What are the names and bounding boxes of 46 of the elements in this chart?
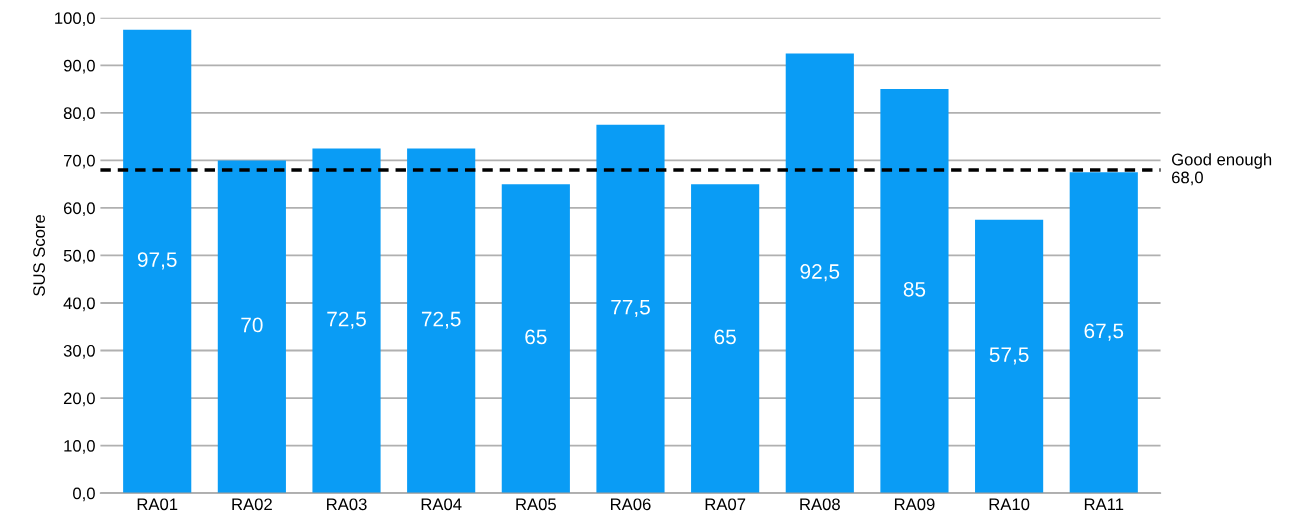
x-tick-label: RA03 [327, 498, 367, 511]
x-tick-label: RA06 [611, 498, 651, 511]
data-label: 92,5 [800, 264, 840, 282]
bar [785, 53, 854, 494]
y-tick-label: 20,0 [63, 392, 95, 407]
y-tick-label: 30,0 [63, 344, 95, 359]
bar [975, 219, 1044, 494]
x-tick-label: RA01 [137, 498, 178, 511]
x-tick-label: RA08 [800, 498, 840, 511]
data-label: 65 [525, 329, 547, 345]
bar [1069, 172, 1138, 494]
data-label: 77,5 [611, 299, 650, 317]
y-tick-label: 80,0 [63, 107, 95, 122]
y-tick-label: 0,0 [73, 487, 95, 502]
y-tick-label: 70,0 [63, 154, 95, 169]
bar [312, 148, 381, 494]
bar [880, 89, 949, 494]
y-tick-label: 10,0 [64, 439, 95, 454]
x-tick-label: RA09 [894, 498, 935, 511]
ref-line-label: Good enough 68,0 [1172, 153, 1272, 186]
bar [596, 124, 665, 494]
data-label: 72,5 [421, 311, 461, 329]
x-tick-label: RA11 [1084, 498, 1124, 511]
bar [217, 160, 286, 494]
y-tick-label: 50,0 [63, 249, 95, 264]
data-label: 57,5 [989, 347, 1029, 365]
data-label: 70 [241, 317, 263, 333]
data-label: 65 [714, 329, 736, 345]
bar [407, 148, 476, 494]
y-axis-title: SUS Score [33, 214, 45, 296]
bar [123, 29, 192, 494]
x-tick-label: RA05 [516, 498, 556, 511]
x-tick-label: RA10 [989, 498, 1030, 511]
y-tick-label: 60,0 [63, 202, 95, 217]
bar [501, 184, 570, 494]
x-tick-label: RA04 [421, 498, 462, 511]
data-label: 67,5 [1084, 323, 1124, 341]
x-tick-label: RA07 [705, 498, 746, 511]
y-tick-label: 100,0 [55, 12, 95, 26]
data-label: 72,5 [327, 311, 366, 329]
y-tick-label: 90,0 [63, 59, 95, 74]
y-tick-label: 40,0 [63, 297, 95, 312]
x-tick-label: RA02 [232, 498, 272, 511]
bar [691, 184, 760, 494]
data-label: 97,5 [137, 252, 177, 270]
data-label: 85 [903, 281, 926, 297]
